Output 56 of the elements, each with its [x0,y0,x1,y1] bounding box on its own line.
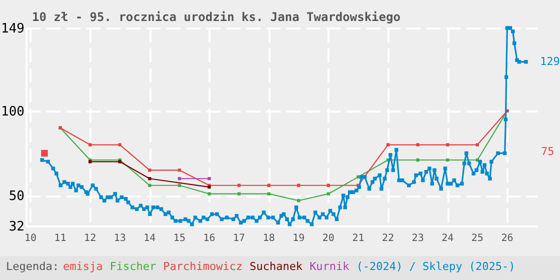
point [88,143,92,146]
point [178,177,182,180]
point [237,192,241,196]
x-tick-label: 12 [84,233,96,244]
x-tick-label: 16 [203,233,216,244]
x-tick-label: 22 [382,233,394,244]
point [326,184,330,187]
x-tick-label: 15 [173,233,186,244]
x-tick-label: 13 [114,233,126,244]
point [297,199,300,202]
legend-title: Legenda: [6,260,59,273]
point [267,192,270,196]
data-label: 129 [540,54,560,68]
point [208,192,211,196]
chart-title: 10 zł - 95. rocznica urodzin ks. Jana Twardowskiego [32,10,400,24]
point [267,184,270,187]
x-tick-label: 10 [24,233,36,244]
point [237,184,241,187]
text: Parchimowicz [163,260,243,273]
text: Fischer [110,260,156,273]
point [148,177,152,180]
point [297,184,300,187]
y-tick-label: 149 [1,22,24,36]
point [41,150,48,157]
text: Kurnik [310,260,350,273]
point [118,143,122,146]
x-tick-label: 20 [322,233,334,244]
x-tick-label: 17 [233,233,246,244]
x-tick-label: 11 [54,233,66,244]
point [416,158,420,162]
point [446,143,450,146]
x-tick-label: 24 [442,233,454,244]
point [208,177,211,180]
y-tick-label: 32 [8,220,24,234]
point [446,158,450,162]
x-tick-label: 23 [412,233,424,244]
x-tick-label: 19 [292,233,305,244]
point [416,143,420,146]
point [148,184,152,187]
text: (-2024) / Sklepy (2025-) [356,260,516,273]
text: 75 [541,145,554,158]
point [476,143,479,146]
point [178,168,182,172]
point [178,184,182,187]
y-tick-label: 50 [8,189,24,204]
x-tick-label: 26 [501,233,514,244]
text: emisja [62,260,103,273]
x-tick-label: 18 [262,233,275,244]
y-tick-label: 100 [1,104,24,120]
point [386,143,390,146]
x-tick-label: 14 [144,233,156,244]
x-tick-label: 25 [471,233,484,244]
text: Suchanek [250,260,303,273]
point [326,192,330,196]
x-tick-label: 21 [352,233,364,244]
point [148,168,152,172]
